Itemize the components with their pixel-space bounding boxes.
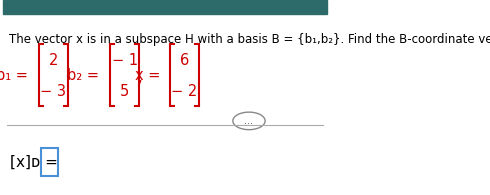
Text: x =: x = [135, 68, 161, 82]
Text: − 2: − 2 [171, 84, 197, 99]
Text: 5: 5 [120, 84, 129, 99]
Text: 2: 2 [49, 53, 58, 68]
Text: − 3: − 3 [41, 84, 67, 99]
Text: ...: ... [245, 116, 253, 126]
Text: The vector x is in a subspace H with a basis B = {b₁,b₂}. Find the B-coordinate : The vector x is in a subspace H with a b… [9, 33, 490, 46]
Text: b₂ =: b₂ = [67, 68, 98, 82]
FancyBboxPatch shape [41, 148, 58, 176]
Bar [3, 0, 326, 14]
Text: ,: , [138, 71, 143, 85]
Text: − 1: − 1 [112, 53, 138, 68]
Text: 6: 6 [180, 53, 189, 68]
Text: b₁ =: b₁ = [0, 68, 27, 82]
Text: [x]ᴅ =: [x]ᴅ = [10, 154, 58, 169]
